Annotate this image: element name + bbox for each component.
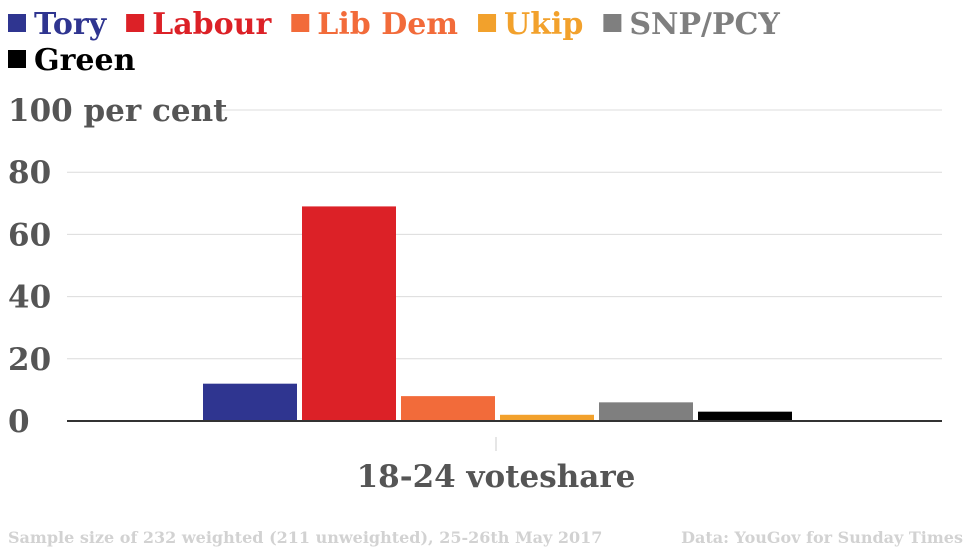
bar-ukip [500, 414, 594, 421]
chart-legend: Tory Labour Lib Dem Ukip SNP/PCY Green [8, 7, 780, 78]
legend-label-tory: Tory [34, 7, 108, 42]
legend-swatch-snp-pcy [603, 14, 622, 32]
legend-swatch-green [8, 50, 26, 68]
footer-credit: Data: YouGov for Sunday Times [681, 528, 963, 547]
legend-swatch-ukip [478, 14, 497, 32]
y-axis-tick-labels: 0 20 40 60 80 100 per cent [8, 93, 228, 440]
legend-swatch-labour [126, 14, 145, 32]
bar-labour [302, 206, 396, 421]
bar-tory [203, 383, 297, 421]
y-tick-label-40: 40 [8, 280, 51, 316]
y-tick-label-0: 0 [8, 404, 30, 440]
legend-label-labour: Labour [152, 7, 272, 42]
x-axis-category-label: 18-24 voteshare [357, 459, 636, 495]
footer-source-note: Sample size of 232 weighted (211 unweigh… [8, 528, 602, 547]
y-tick-label-80: 80 [8, 155, 51, 191]
legend-label-ukip: Ukip [504, 7, 583, 42]
legend-label-green: Green [34, 43, 136, 78]
legend-label-snp-pcy: SNP/PCY [629, 7, 780, 42]
legend-label-lib-dem: Lib Dem [317, 7, 458, 42]
y-tick-label-100: 100 per cent [8, 93, 228, 129]
legend-swatch-tory [8, 14, 26, 32]
chart-bars [203, 206, 792, 421]
legend-swatch-lib-dem [291, 14, 310, 32]
chart-gridlines [67, 109, 942, 360]
bar-snp-pcy [599, 402, 693, 421]
bar-green [698, 411, 792, 421]
y-tick-label-60: 60 [8, 217, 51, 253]
bar-lib-dem [401, 396, 495, 421]
y-tick-label-20: 20 [8, 342, 51, 378]
